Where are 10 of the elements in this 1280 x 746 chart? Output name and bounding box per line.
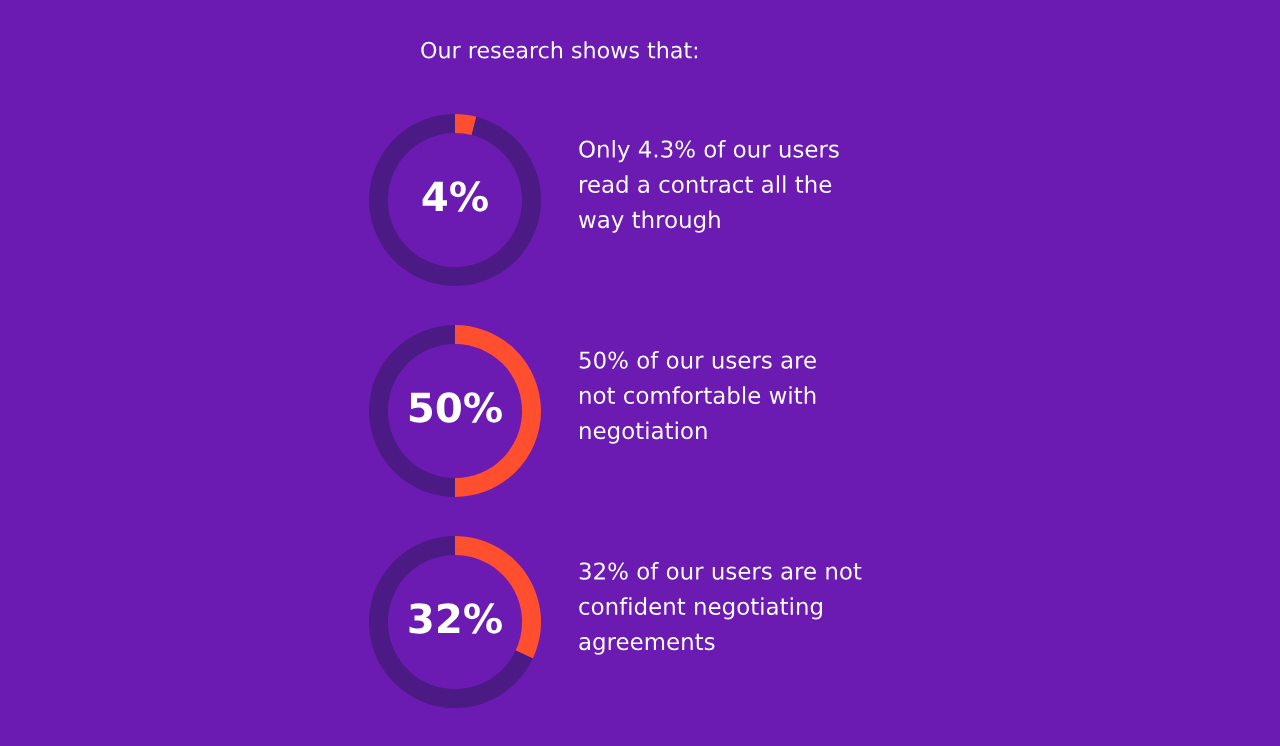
text: 50% of our users are not comfortable with negotiation	[579, 351, 816, 444]
donut-slice	[369, 536, 533, 708]
text: 32% of our users are not confident negotiating agreements	[579, 562, 862, 655]
data-label: 4%	[422, 181, 488, 212]
text: Only 4.3% of our users read a contract all the way through	[578, 140, 839, 233]
donut-slice	[369, 114, 541, 286]
data-label: 50%	[409, 392, 502, 423]
donut-slice	[455, 114, 477, 136]
chart-title: Our research shows that:	[421, 41, 698, 59]
data-label: 32%	[409, 603, 502, 634]
